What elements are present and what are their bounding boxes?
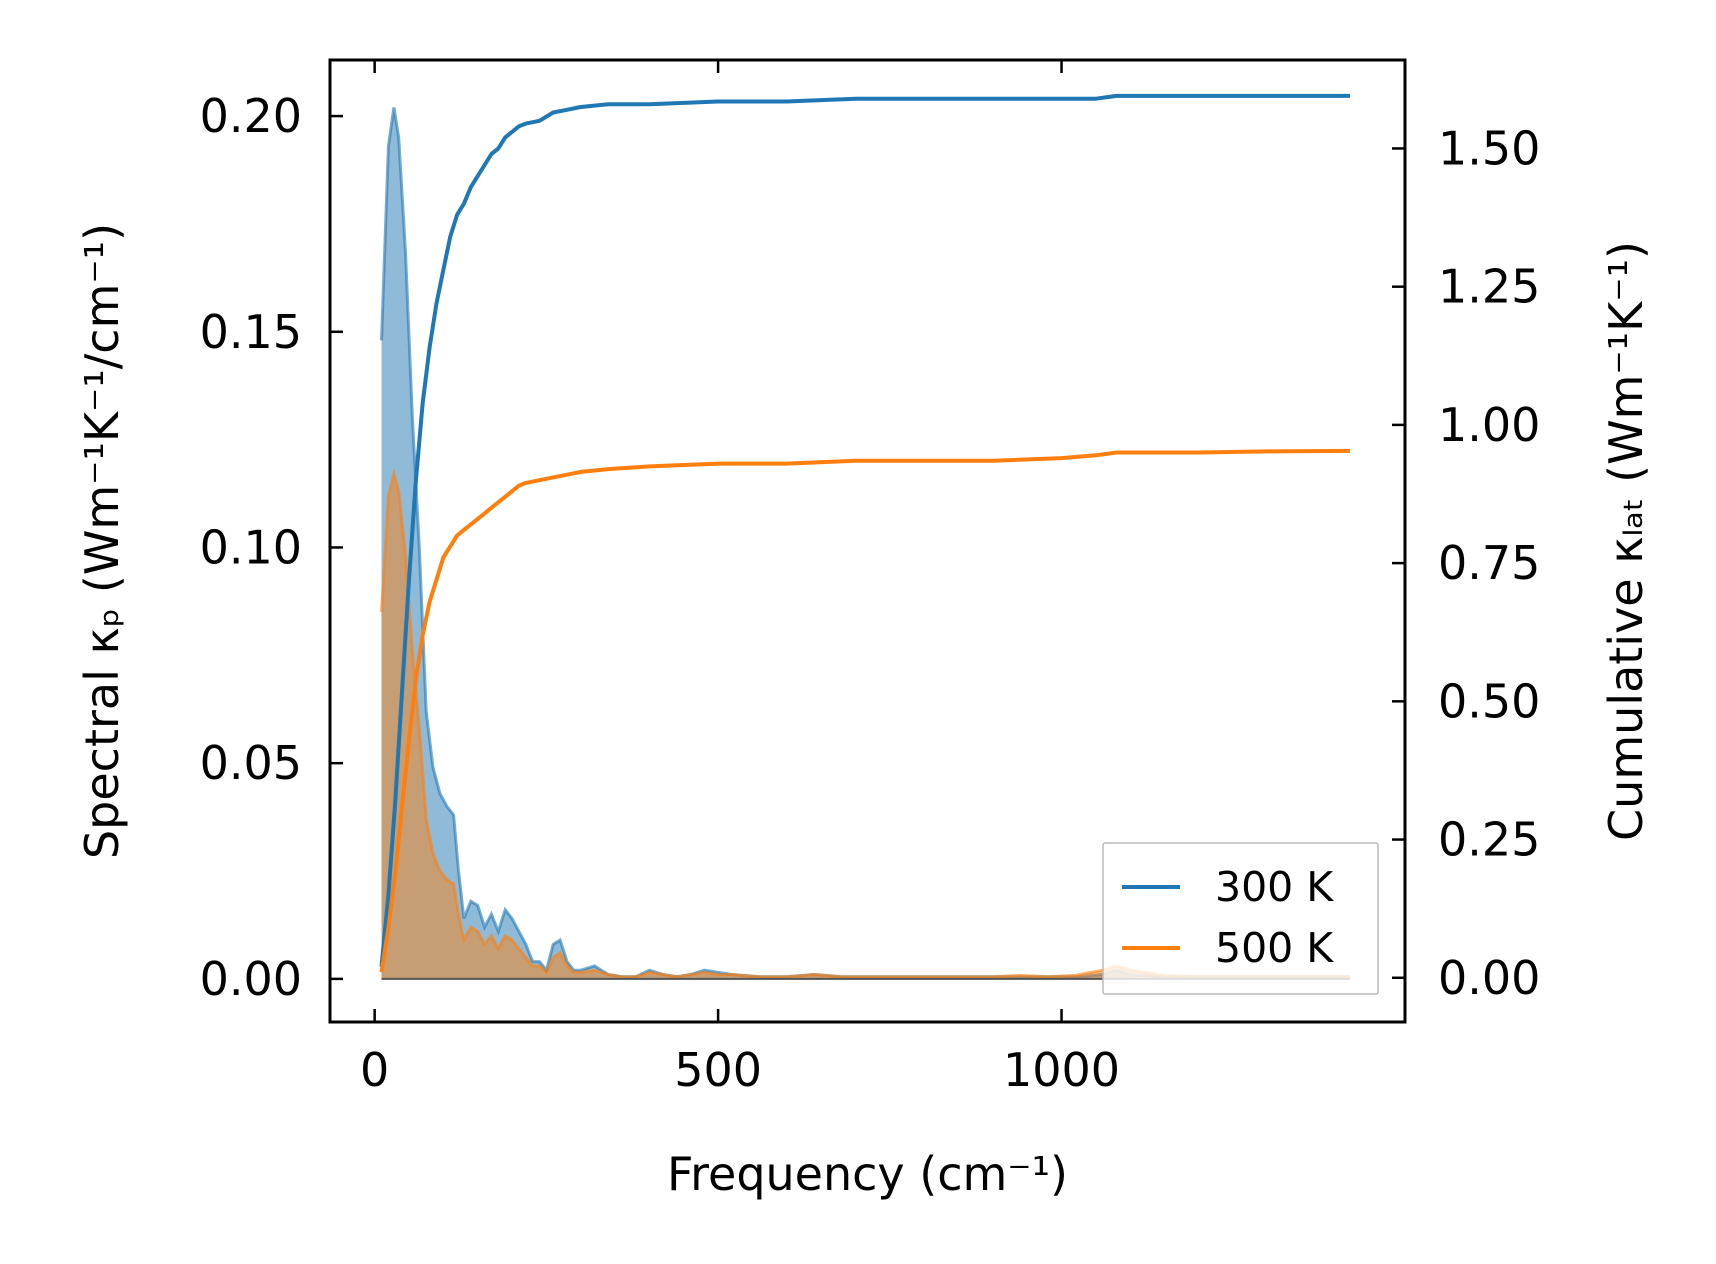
legend-label-300k: 300 K (1215, 863, 1334, 911)
y-left-tick-label: 0.15 (200, 305, 302, 359)
y-right-tick-label: 0.25 (1438, 813, 1540, 867)
y-right-tick-label: 0.75 (1438, 536, 1540, 590)
cumulative-line-300k (379, 93, 1350, 967)
y-right-tick-label: 0.00 (1438, 951, 1540, 1005)
legend-label-500k: 500 K (1215, 924, 1334, 972)
y-right-tick-label: 0.50 (1438, 674, 1540, 728)
right-y-axis-title: Cumulative κₗₐₜ (Wm⁻¹K⁻¹) (1599, 241, 1653, 841)
cumulative-line-500k (379, 448, 1351, 973)
y-left-tick-label: 0.10 (200, 520, 302, 574)
y-right-tick-label: 1.50 (1438, 121, 1540, 175)
x-tick-label: 0 (360, 1043, 389, 1097)
x-axis-title: Frequency (cm⁻¹) (667, 1147, 1068, 1201)
left-y-axis-title: Spectral κₚ (Wm⁻¹K⁻¹/cm⁻¹) (75, 223, 129, 859)
spectral-edge-500k (380, 468, 1350, 979)
y-left-tick-label: 0.00 (200, 952, 302, 1006)
cumulative-lines (379, 93, 1351, 973)
y-right-tick-label: 1.25 (1438, 260, 1540, 314)
tick-labels: 0 500 1000 0.00 0.05 0.10 0.15 0.20 0.00 0.25 0.50… (200, 89, 1541, 1097)
x-tick-label: 1000 (1003, 1043, 1120, 1097)
y-left-tick-label: 0.20 (200, 89, 302, 143)
tick-marks (330, 60, 1405, 1022)
x-tick-label: 500 (674, 1043, 762, 1097)
plot-frame (328, 58, 1407, 1024)
y-right-tick-label: 1.00 (1438, 398, 1540, 452)
legend: 300 K 500 K (1102, 842, 1379, 995)
legend-box (1102, 842, 1379, 995)
y-left-tick-label: 0.05 (200, 736, 302, 790)
